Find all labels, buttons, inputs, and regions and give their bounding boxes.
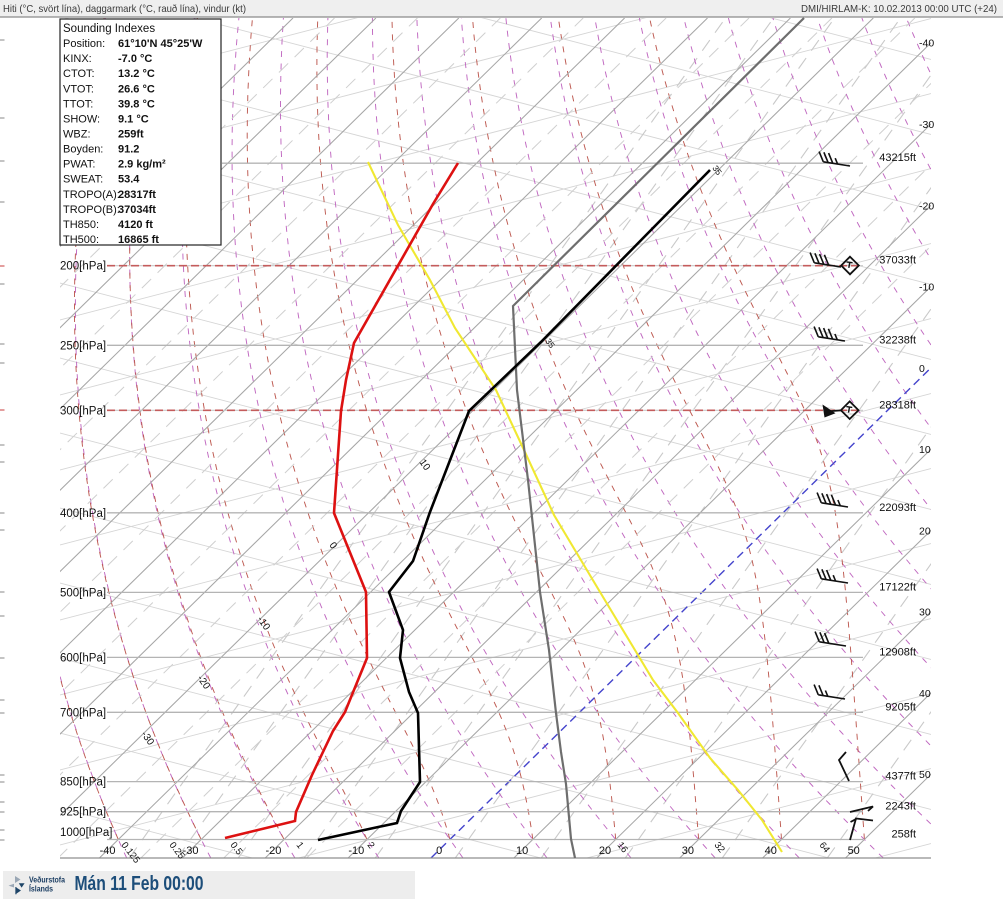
svg-text:61°10'N 45°25'W: 61°10'N 45°25'W (118, 38, 203, 50)
svg-text:SHOW:: SHOW: (63, 113, 100, 125)
svg-text:50: 50 (919, 769, 931, 781)
svg-text:VTOT:: VTOT: (63, 83, 94, 95)
svg-text:TH500:: TH500: (63, 234, 99, 246)
svg-text:-10: -10 (348, 845, 364, 857)
svg-text:Position:: Position: (63, 38, 105, 50)
svg-text:DMI/HIRLAM-K: 10.02.2013 00:00: DMI/HIRLAM-K: 10.02.2013 00:00 UTC (+24) (801, 3, 997, 15)
svg-text:28318ft: 28318ft (879, 399, 916, 411)
svg-text:Íslands: Íslands (29, 884, 53, 894)
svg-text:40: 40 (919, 688, 931, 700)
svg-text:-40: -40 (919, 38, 934, 50)
svg-text:50: 50 (848, 845, 860, 857)
svg-text:32238ft: 32238ft (879, 334, 916, 346)
svg-text:Mán 11 Feb 00:00: Mán 11 Feb 00:00 (75, 873, 204, 895)
svg-text:10: 10 (919, 444, 931, 456)
svg-text:259ft: 259ft (118, 129, 144, 141)
svg-text:400[hPa]: 400[hPa] (60, 508, 106, 520)
svg-text:91.2: 91.2 (118, 144, 139, 156)
svg-text:20: 20 (919, 525, 931, 537)
svg-text:850[hPa]: 850[hPa] (60, 777, 106, 789)
svg-text:Sounding Indexes: Sounding Indexes (63, 23, 155, 35)
svg-text:0: 0 (436, 845, 442, 857)
svg-text:925[hPa]: 925[hPa] (60, 807, 106, 819)
svg-text:WBZ:: WBZ: (63, 129, 91, 141)
svg-text:TROPO(B):: TROPO(B): (63, 204, 120, 216)
svg-text:28317ft: 28317ft (118, 189, 156, 201)
svg-text:4120 ft: 4120 ft (118, 219, 153, 231)
svg-text:250[hPa]: 250[hPa] (60, 340, 106, 352)
svg-text:30: 30 (682, 845, 694, 857)
svg-text:600[hPa]: 600[hPa] (60, 652, 106, 664)
svg-text:-10: -10 (919, 282, 934, 294)
svg-text:300[hPa]: 300[hPa] (60, 405, 106, 417)
svg-text:-7.0 °C: -7.0 °C (118, 53, 152, 65)
svg-text:TTOT:: TTOT: (63, 98, 93, 110)
svg-text:37033ft: 37033ft (879, 255, 916, 267)
svg-text:200[hPa]: 200[hPa] (60, 261, 106, 273)
svg-text:TH850:: TH850: (63, 219, 99, 231)
svg-text:0: 0 (919, 363, 925, 375)
svg-text:700[hPa]: 700[hPa] (60, 707, 106, 719)
svg-text:20: 20 (599, 845, 611, 857)
svg-text:13.2 °C: 13.2 °C (118, 68, 155, 80)
svg-text:4377ft: 4377ft (885, 771, 916, 783)
svg-text:-20: -20 (265, 845, 281, 857)
svg-text:Veðurstofa: Veðurstofa (29, 875, 65, 885)
svg-text:Hiti (°C, svört lína), daggarm: Hiti (°C, svört lína), daggarmark (°C, r… (3, 3, 246, 15)
svg-text:258ft: 258ft (892, 829, 916, 841)
svg-text:2.9 kg/m²: 2.9 kg/m² (118, 159, 166, 171)
svg-text:-20: -20 (919, 200, 934, 212)
svg-text:30: 30 (919, 607, 931, 619)
svg-text:9.1 °C: 9.1 °C (118, 113, 149, 125)
svg-text:37034ft: 37034ft (118, 204, 156, 216)
svg-text:KINX:: KINX: (63, 53, 92, 65)
svg-text:22093ft: 22093ft (879, 502, 916, 514)
svg-text:39.8 °C: 39.8 °C (118, 98, 155, 110)
svg-text:26.6 °C: 26.6 °C (118, 83, 155, 95)
svg-text:PWAT:: PWAT: (63, 159, 95, 171)
svg-text:1000[hPa]: 1000[hPa] (60, 827, 112, 839)
svg-text:43215ft: 43215ft (879, 152, 916, 164)
svg-text:16865 ft: 16865 ft (118, 234, 159, 246)
svg-text:SWEAT:: SWEAT: (63, 174, 103, 186)
svg-text:40: 40 (765, 845, 777, 857)
svg-text:CTOT:: CTOT: (63, 68, 95, 80)
svg-text:2243ft: 2243ft (885, 801, 916, 813)
svg-text:Boyden:: Boyden: (63, 144, 103, 156)
svg-text:500[hPa]: 500[hPa] (60, 587, 106, 599)
svg-text:-30: -30 (919, 119, 934, 131)
svg-text:9205ft: 9205ft (885, 701, 916, 713)
svg-text:-40: -40 (100, 845, 116, 857)
svg-text:17122ft: 17122ft (879, 581, 916, 593)
svg-text:TROPO(A):: TROPO(A): (63, 189, 120, 201)
svg-text:10: 10 (516, 845, 528, 857)
svg-text:53.4: 53.4 (118, 174, 140, 186)
svg-text:12908ft: 12908ft (879, 646, 916, 658)
